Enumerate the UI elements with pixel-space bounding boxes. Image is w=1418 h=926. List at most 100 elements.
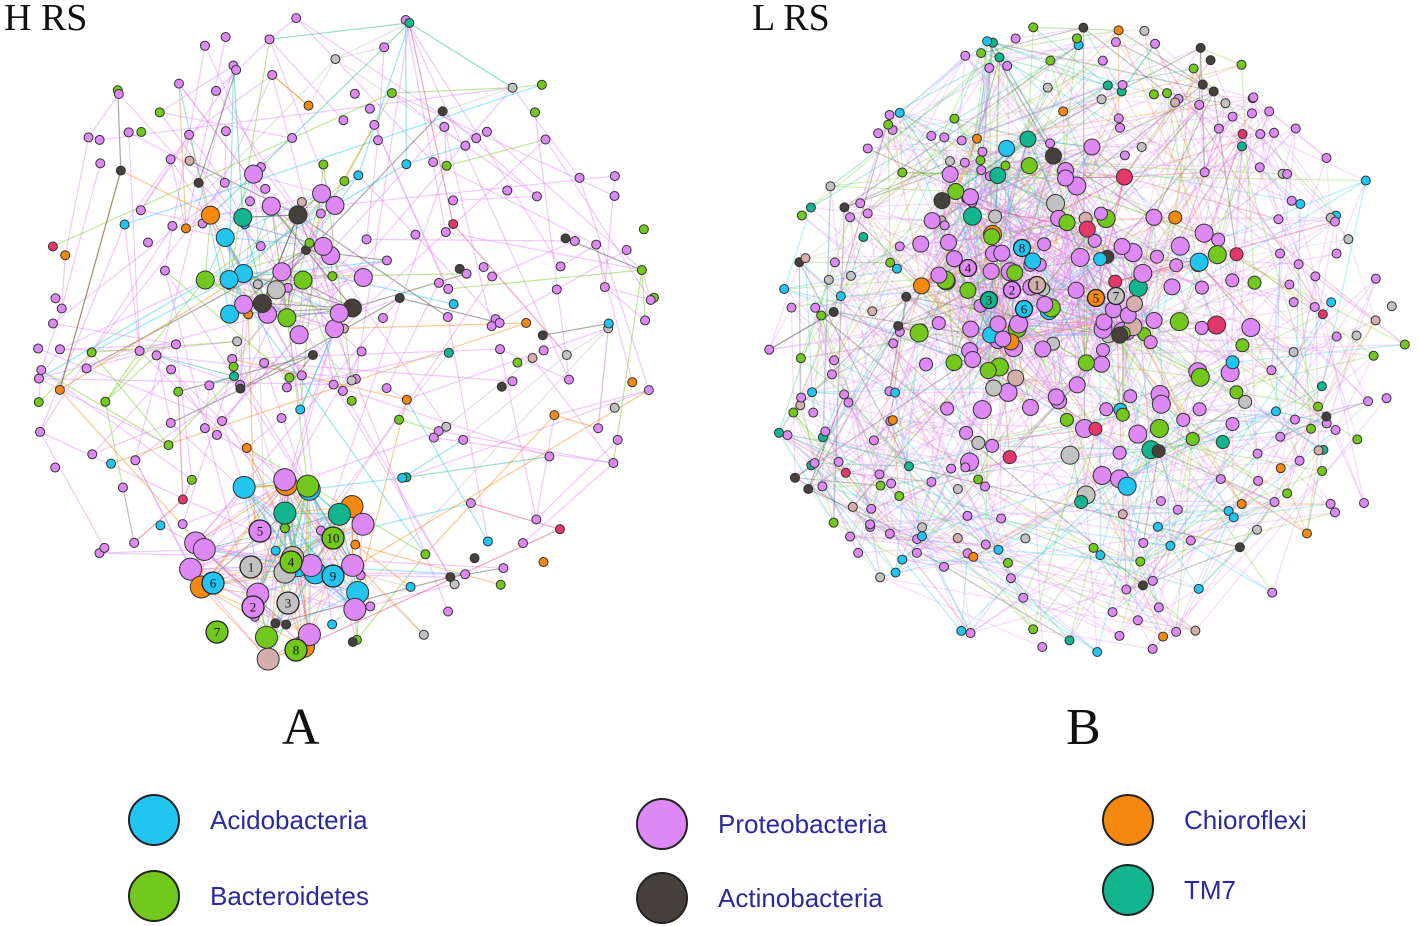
network-edge <box>1259 133 1358 440</box>
network-node <box>931 316 946 331</box>
network-edge <box>1216 254 1369 402</box>
network-node <box>982 36 993 47</box>
network-edge <box>930 409 983 483</box>
network-edge <box>104 279 206 403</box>
network-edge <box>450 567 504 578</box>
network-edge <box>1198 104 1206 173</box>
network-edge <box>1006 65 1015 348</box>
network-edge <box>1028 44 1080 166</box>
network-edge <box>267 313 303 376</box>
network-node <box>1282 169 1293 180</box>
network-edge <box>1099 246 1181 556</box>
network-edge <box>1058 218 1077 291</box>
network-edge <box>448 269 642 290</box>
network-node <box>1211 232 1226 247</box>
network-edge <box>964 396 1057 468</box>
network-edge <box>155 355 172 424</box>
network-node <box>977 146 988 157</box>
network-edge <box>1102 349 1294 353</box>
network-edge <box>1085 494 1154 582</box>
network-edge <box>867 129 894 214</box>
network-node <box>1093 355 1111 373</box>
network-edge <box>920 174 951 245</box>
network-edge <box>333 328 426 555</box>
network-edge <box>814 283 1290 464</box>
hub-node-5 <box>1086 288 1106 308</box>
network-edge <box>499 348 570 381</box>
network-node <box>179 557 203 581</box>
network-edge <box>1111 514 1124 613</box>
network-edge <box>987 370 1235 518</box>
network-edge <box>971 216 982 306</box>
network-node <box>788 407 799 418</box>
network-node <box>1110 37 1121 48</box>
network-edge <box>921 535 968 554</box>
network-edge <box>870 526 1196 632</box>
network-edge <box>246 417 282 449</box>
network-edge <box>890 420 1096 430</box>
network-edge <box>292 352 450 558</box>
network-edge <box>1213 91 1238 255</box>
network-edge <box>931 90 1214 222</box>
network-edge <box>399 297 500 324</box>
network-node <box>1151 444 1166 459</box>
network-node <box>1381 393 1392 404</box>
hub-node-10 <box>321 526 345 550</box>
network-edge <box>452 223 568 356</box>
legend-swatch-chioroflexi <box>1102 794 1154 846</box>
network-edge <box>811 391 872 510</box>
network-node <box>379 42 390 53</box>
network-node <box>287 133 298 144</box>
network-edge <box>805 252 1002 259</box>
network-edge <box>859 124 889 204</box>
network-edge <box>833 359 896 394</box>
network-edge <box>1052 290 1077 344</box>
network-edge <box>1122 133 1244 332</box>
network-edge <box>182 366 235 525</box>
network-edge <box>1179 128 1220 247</box>
network-edge <box>86 343 177 369</box>
network-node <box>220 126 231 137</box>
network-edge <box>869 332 920 525</box>
network-edge <box>257 479 286 595</box>
network-edge <box>203 549 259 595</box>
network-node <box>640 315 651 326</box>
network-node <box>980 539 991 550</box>
network-node <box>888 338 899 349</box>
network-edge <box>243 486 353 566</box>
network-edge <box>1052 155 1068 223</box>
network-edge <box>794 477 1070 641</box>
network-node <box>947 183 965 201</box>
network-edge <box>285 574 361 626</box>
network-edge <box>1124 133 1261 178</box>
network-edge <box>784 272 1015 290</box>
network-edge <box>877 65 1008 134</box>
network-node <box>130 455 141 466</box>
network-edge <box>833 517 1002 524</box>
network-edge <box>1027 139 1068 420</box>
network-edge <box>270 206 288 318</box>
network-node <box>956 135 967 146</box>
network-node <box>835 291 846 302</box>
network-edge <box>1075 133 1261 291</box>
network-edge <box>308 242 335 385</box>
network-node <box>296 474 320 498</box>
network-edge <box>1105 218 1177 266</box>
network-node <box>1010 33 1021 44</box>
network-edge <box>921 535 972 634</box>
network-node <box>1266 365 1277 376</box>
network-edge <box>1139 480 1259 563</box>
network-edge <box>833 331 901 361</box>
nodes-panel-a <box>33 13 659 671</box>
network-node <box>448 299 459 310</box>
network-edge <box>299 328 336 410</box>
network-edge <box>947 55 966 243</box>
network-edge <box>949 138 1029 175</box>
network-edge <box>499 349 537 520</box>
network-edge <box>831 328 971 375</box>
network-edge <box>792 412 859 554</box>
network-edge <box>794 477 881 487</box>
network-edge <box>1257 335 1358 482</box>
network-node <box>1163 278 1181 296</box>
network-node <box>1235 338 1250 353</box>
